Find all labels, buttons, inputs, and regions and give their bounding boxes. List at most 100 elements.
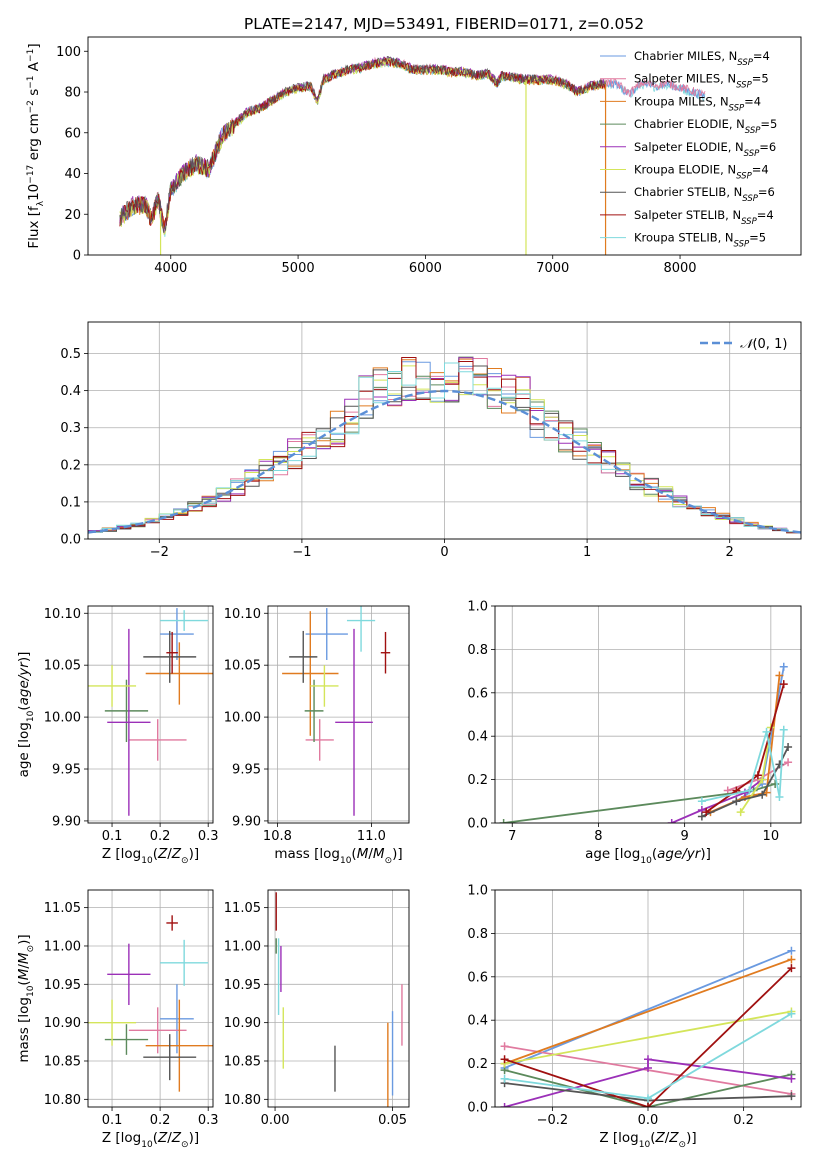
y-tick-label: 10.90 xyxy=(224,1016,261,1031)
errorbar-point-salpeter-miles xyxy=(128,1007,187,1054)
series-marker xyxy=(779,725,788,734)
errorbar-point-salpeter-elodie xyxy=(107,628,151,816)
spectrum-line-chabrier-stelib xyxy=(119,56,606,233)
series-marker xyxy=(758,775,767,784)
series-line xyxy=(504,1069,792,1107)
series-marker xyxy=(779,662,788,671)
series-line xyxy=(705,683,785,813)
x-tick-label: 4000 xyxy=(154,261,187,276)
mass-weight-vs-metallicity-panel: −0.2 0.0 0.2 0.0 0.2 0.4 0.6 0.8 1.0 Z [log10(Z/Z… xyxy=(467,884,802,1150)
axes-frame xyxy=(267,889,410,1108)
y-tick-label: 10.00 xyxy=(44,711,81,726)
x-axis-label: Z [log10(Z/Z⊙)] xyxy=(102,846,199,866)
errorbar-point-chabrier-elodie xyxy=(104,1024,149,1055)
series-marker xyxy=(499,819,508,823)
y-tick-label: 1.0 xyxy=(467,884,488,899)
y-tick-label: 1.0 xyxy=(467,600,488,615)
series-line xyxy=(504,958,792,1065)
x-tick-label: 0.2 xyxy=(733,1113,754,1128)
series-marker xyxy=(644,1055,652,1064)
errorbar-point-salpeter-miles xyxy=(128,719,187,761)
series-marker xyxy=(697,812,706,821)
y-tick-label: 80 xyxy=(64,86,81,101)
errorbar-point-salpeter-stelib xyxy=(166,631,178,674)
series-line xyxy=(671,778,763,823)
plot-area xyxy=(88,608,213,816)
y-tick-label: 9.90 xyxy=(52,814,81,829)
y-tick-label: 0.4 xyxy=(467,1014,488,1029)
y-axis-label: mass [log10(M/M⊙)] xyxy=(16,934,36,1062)
y-tick-label: 11.00 xyxy=(224,939,261,954)
residual-histogram-panel: −2 −1 0 1 2 0.0 0.1 0.2 0.3 0.4 0.5 𝒩(0, 1) xyxy=(60,321,802,560)
x-tick-label: 7 xyxy=(508,829,516,844)
figure-title: PLATE=2147, MJD=53491, FIBERID=0171, z=0… xyxy=(244,15,644,33)
errorbar-point-salpeter-elodie xyxy=(335,628,373,816)
x-tick-label: 0.2 xyxy=(150,829,171,844)
y-tick-label: 10.05 xyxy=(224,659,261,674)
y-tick-label: 20 xyxy=(64,208,81,223)
axes-frame xyxy=(87,605,214,824)
legend-label-kroupa-elodie: Kroupa ELODIE, NSSP=4 xyxy=(634,163,769,182)
series-kroupa-stelib xyxy=(697,725,788,806)
series-marker xyxy=(787,946,796,955)
y-tick-label: 0.0 xyxy=(60,533,81,548)
series-salpeter-stelib xyxy=(500,964,796,1107)
x-tick-label: 9 xyxy=(680,829,688,844)
errorbar-point-chabrier-miles xyxy=(160,984,194,1054)
y-tick-label: 0.2 xyxy=(467,773,488,788)
legend-label-salpeter-miles: Salpeter MILES, NSSP=5 xyxy=(634,72,769,91)
x-axis-label: age [log10(age/yr)] xyxy=(585,846,711,866)
axes-frame xyxy=(87,889,214,1108)
legend-label-salpeter-stelib: Salpeter STELIB, NSSP=4 xyxy=(634,208,774,227)
series-marker xyxy=(762,727,771,736)
series-marker xyxy=(702,808,711,817)
y-tick-label: 0.3 xyxy=(60,421,81,436)
age-vs-mass-panel: 10.8 11.0 9.90 9.95 10.00 10.05 10.10 mass [log… xyxy=(224,605,410,866)
spectrum-panel: 4000 5000 6000 7000 8000 0 20 40 60 80 100 Chabrier… xyxy=(26,36,802,276)
errorbar-point-chabrier-miles xyxy=(305,608,348,660)
errorbar-point-chabrier-stelib xyxy=(143,1034,197,1081)
axes-frame xyxy=(87,321,802,540)
x-tick-label: 0.1 xyxy=(102,1113,123,1128)
x-tick-label: 10.8 xyxy=(263,829,292,844)
x-tick-label: 0.2 xyxy=(150,1113,171,1128)
x-tick-label: 0.0 xyxy=(638,1113,659,1128)
y-tick-label: 0.0 xyxy=(467,1101,488,1116)
y-tick-label: 11.00 xyxy=(44,939,81,954)
errorbar-point-chabrier-elodie xyxy=(104,679,149,743)
errorbar-point-chabrier-stelib xyxy=(289,630,318,683)
y-tick-label: 100 xyxy=(56,45,81,60)
series-marker xyxy=(787,1009,796,1018)
errorbar-point-chabrier-miles xyxy=(160,608,194,660)
series-marker xyxy=(736,808,745,817)
x-axis-label: Z [log10(Z/Z⊙)] xyxy=(599,1130,696,1150)
errorbar-point-kroupa-stelib xyxy=(160,610,209,631)
errorbar-point-kroupa-elodie xyxy=(310,665,339,707)
series-marker xyxy=(644,1063,652,1072)
x-tick-label: 0.3 xyxy=(198,1113,219,1128)
errorbar-point-chabrier-stelib xyxy=(143,630,197,683)
legend-label-kroupa-stelib: Kroupa STELIB, NSSP=5 xyxy=(634,231,766,250)
legend-label-chabrier-stelib: Chabrier STELIB, NSSP=6 xyxy=(634,185,775,204)
y-tick-label: 10.05 xyxy=(44,659,81,674)
mass-vs-extinction-panel: 0.00 0.05 10.80 10.85 10.90 10.95 11.00 11.05 xyxy=(224,889,410,1128)
y-tick-label: 0.8 xyxy=(467,643,488,658)
x-tick-label: 10 xyxy=(763,829,780,844)
axes-frame xyxy=(87,36,802,256)
y-tick-label: 0.0 xyxy=(467,817,488,832)
normal-reference-curve xyxy=(88,389,801,534)
y-tick-label: 0.2 xyxy=(60,458,81,473)
axes-frame xyxy=(494,889,802,1108)
x-tick-label: 5000 xyxy=(282,261,315,276)
y-tick-label: 9.95 xyxy=(232,763,261,778)
axes-frame xyxy=(494,605,802,824)
y-tick-label: 0.6 xyxy=(467,970,488,985)
y-tick-label: 10.85 xyxy=(224,1054,261,1069)
mass-weight-vs-age-panel: 7 8 9 10 0.0 0.2 0.4 0.6 0.8 1.0 age [log10(age/yr… xyxy=(467,600,802,866)
y-tick-label: 10.85 xyxy=(44,1054,81,1069)
series-marker xyxy=(644,1103,652,1107)
y-tick-label: 10.90 xyxy=(44,1016,81,1031)
plot-area xyxy=(88,356,801,535)
y-axis-label: Flux [fλ10−17 erg cm−2 s−1 A−1] xyxy=(26,43,46,248)
x-tick-label: 0.00 xyxy=(261,1113,290,1128)
